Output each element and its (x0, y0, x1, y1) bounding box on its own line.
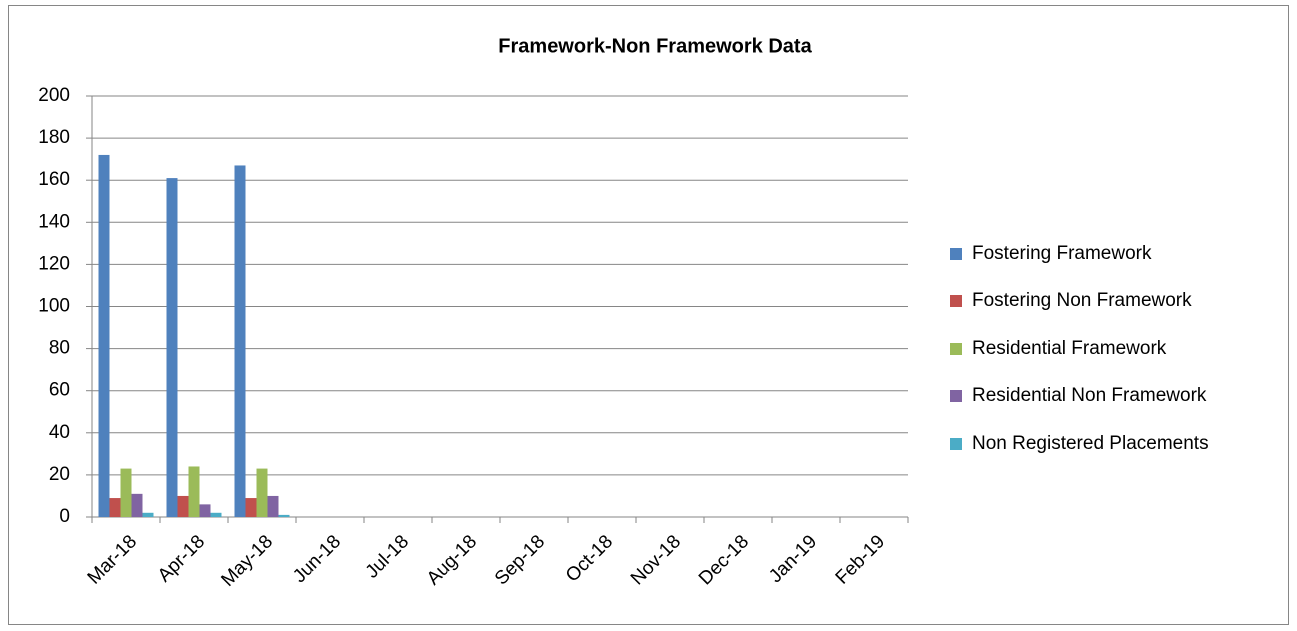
y-tick-label: 100 (38, 296, 70, 317)
legend-label: Residential Framework (972, 338, 1167, 359)
y-tick-label: 80 (49, 338, 70, 359)
bar (188, 466, 200, 517)
bar (245, 498, 257, 517)
bar (234, 165, 246, 517)
legend-swatch (950, 295, 962, 307)
bar (98, 154, 110, 517)
bar (256, 468, 268, 517)
y-tick-label: 140 (38, 211, 70, 232)
bar (278, 514, 290, 517)
bar (210, 512, 222, 517)
bar (131, 493, 143, 517)
legend-label: Fostering Framework (972, 243, 1152, 264)
y-tick-label: 20 (49, 464, 70, 485)
y-tick-label: 200 (38, 85, 70, 106)
legend-label: Residential Non Framework (972, 385, 1207, 406)
y-tick-label: 120 (38, 253, 70, 274)
legend-label: Non Registered Placements (972, 433, 1209, 454)
bar (267, 495, 279, 517)
bar (177, 495, 189, 517)
bar (199, 504, 211, 517)
bar (142, 512, 154, 517)
y-tick-label: 40 (49, 422, 70, 443)
y-tick-label: 160 (38, 169, 70, 190)
legend-swatch (950, 248, 962, 260)
legend-swatch (950, 390, 962, 402)
bar (166, 178, 178, 517)
chart-border (8, 5, 1289, 625)
bar (120, 468, 132, 517)
legend-label: Fostering Non Framework (972, 290, 1192, 311)
y-tick-label: 180 (38, 127, 70, 148)
legend-swatch (950, 343, 962, 355)
y-tick-label: 60 (49, 380, 70, 401)
bar (109, 498, 121, 517)
legend-swatch (950, 438, 962, 450)
chart-title: Framework-Non Framework Data (498, 35, 812, 57)
y-tick-label: 0 (59, 506, 70, 527)
